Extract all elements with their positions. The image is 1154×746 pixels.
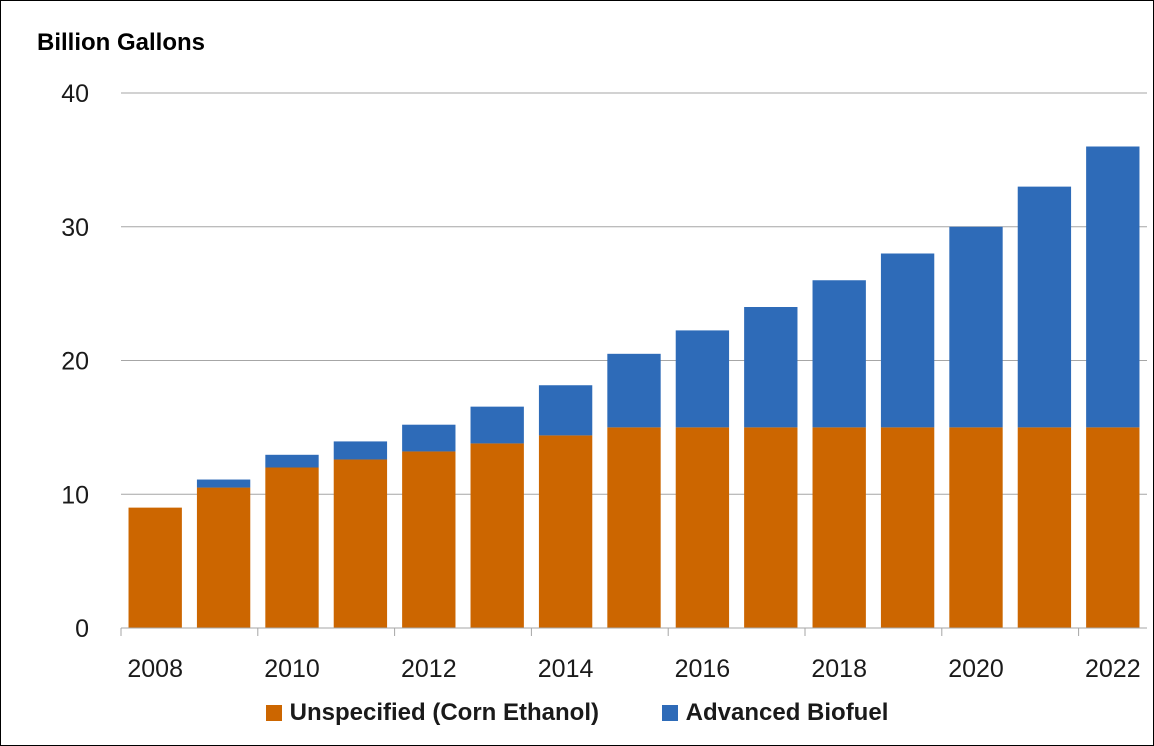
bar-2016-advanced-biofuel xyxy=(675,330,730,428)
bar-2019-advanced-biofuel xyxy=(880,253,935,428)
bar-2022-corn-ethanol xyxy=(1086,427,1140,628)
bar-2008-corn-ethanol xyxy=(128,507,182,628)
legend-label-corn-ethanol: Unspecified (Corn Ethanol) xyxy=(289,698,599,726)
bar-2014-corn-ethanol xyxy=(538,435,593,628)
legend: Unspecified (Corn Ethanol) Advanced Biof… xyxy=(1,698,1153,727)
bar-2009-corn-ethanol xyxy=(196,487,251,628)
x-tick-label-2020: 2020 xyxy=(948,655,1004,683)
bar-2010-corn-ethanol xyxy=(265,467,319,628)
legend-swatch-corn-ethanol xyxy=(265,704,282,721)
bar-2014-advanced-biofuel xyxy=(538,385,593,436)
y-tick-label-0: 0 xyxy=(75,615,89,643)
bar-2019-corn-ethanol xyxy=(880,427,935,628)
x-tick-label-2018: 2018 xyxy=(811,655,867,683)
bar-2020-corn-ethanol xyxy=(949,427,1003,628)
y-tick-label-40: 40 xyxy=(61,80,89,108)
bar-2016-corn-ethanol xyxy=(675,427,730,628)
bar-2017-advanced-biofuel xyxy=(744,307,798,428)
bar-2021-advanced-biofuel xyxy=(1017,186,1072,428)
legend-label-advanced-biofuel: Advanced Biofuel xyxy=(685,698,889,726)
bar-2010-advanced-biofuel xyxy=(265,454,319,468)
x-tick-label-2014: 2014 xyxy=(538,655,594,683)
bar-2009-advanced-biofuel xyxy=(196,479,251,488)
bar-2013-corn-ethanol xyxy=(470,443,524,628)
bar-2013-advanced-biofuel xyxy=(470,406,524,444)
bar-2018-corn-ethanol xyxy=(812,427,866,628)
bar-2011-corn-ethanol xyxy=(333,459,388,628)
x-tick-label-2010: 2010 xyxy=(264,655,320,683)
bar-2012-corn-ethanol xyxy=(402,451,456,628)
y-tick-label-20: 20 xyxy=(61,348,89,376)
bar-2017-corn-ethanol xyxy=(744,427,798,628)
bar-2011-advanced-biofuel xyxy=(333,441,388,460)
bar-2020-advanced-biofuel xyxy=(949,226,1003,428)
bar-2022-advanced-biofuel xyxy=(1086,146,1140,428)
bar-2015-corn-ethanol xyxy=(607,427,661,628)
bar-2018-advanced-biofuel xyxy=(812,280,866,428)
legend-swatch-advanced-biofuel xyxy=(661,704,678,721)
y-tick-label-10: 10 xyxy=(61,481,89,509)
bar-2021-corn-ethanol xyxy=(1017,427,1072,628)
x-tick-label-2016: 2016 xyxy=(675,655,731,683)
x-tick-label-2012: 2012 xyxy=(401,655,457,683)
x-tick-label-2008: 2008 xyxy=(127,655,183,683)
x-tick-label-2022: 2022 xyxy=(1085,655,1141,683)
legend-item-corn-ethanol: Unspecified (Corn Ethanol) xyxy=(265,698,599,727)
bar-2012-advanced-biofuel xyxy=(402,424,456,452)
bar-2015-advanced-biofuel xyxy=(607,353,661,428)
y-axis-label: Billion Gallons xyxy=(37,29,206,56)
legend-item-advanced-biofuel: Advanced Biofuel xyxy=(661,698,889,727)
y-tick-label-30: 30 xyxy=(61,214,89,242)
